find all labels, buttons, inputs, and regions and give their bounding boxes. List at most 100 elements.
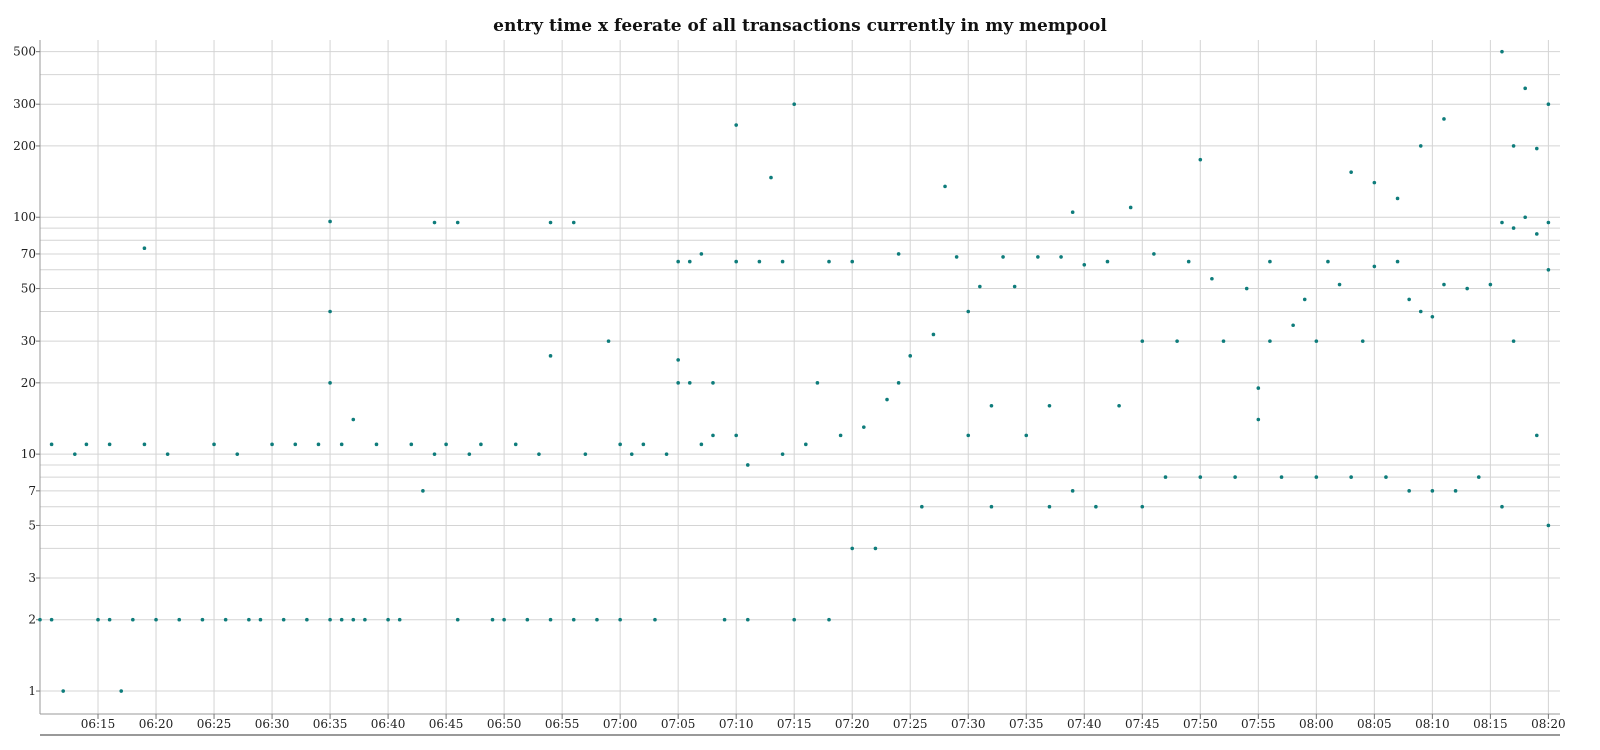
data-point (1476, 475, 1481, 479)
data-point (931, 332, 936, 337)
data-point (38, 617, 42, 622)
data-point (1534, 146, 1539, 151)
y-tick-label: 20 (21, 376, 36, 390)
data-point (1256, 417, 1261, 422)
data-point (537, 452, 541, 456)
tick-labels: 1 2 3 5 7 10 20 30 50 70 100 200 300 500 06:15 06:20 06:… (13, 45, 1566, 731)
data-point (432, 220, 437, 225)
data-point (107, 442, 112, 447)
data-point (1070, 489, 1075, 493)
data-point (119, 689, 124, 693)
data-point (1546, 102, 1551, 107)
data-point (629, 452, 634, 456)
data-point (908, 354, 913, 358)
x-tick-label: 07:50 (1183, 717, 1218, 731)
data-point (1500, 220, 1504, 225)
data-point (1291, 323, 1295, 328)
data-point (989, 403, 994, 408)
data-point (711, 433, 715, 438)
data-point (131, 617, 135, 622)
data-point (1546, 268, 1551, 272)
data-points (38, 49, 1551, 693)
data-point (1210, 276, 1214, 281)
data-point (641, 442, 646, 447)
x-tick-label: 08:15 (1473, 717, 1508, 731)
x-tick-label: 07:40 (1067, 717, 1102, 731)
data-point (1360, 339, 1365, 343)
x-tick-label: 07:20 (835, 717, 870, 731)
data-point (827, 617, 831, 622)
data-point (1094, 504, 1098, 509)
data-point (165, 452, 170, 456)
data-point (455, 220, 460, 225)
axes (36, 40, 1560, 736)
data-point (595, 617, 599, 622)
y-tick-label: 5 (28, 518, 36, 532)
data-point (293, 442, 298, 447)
data-point (1523, 86, 1527, 91)
data-point (885, 397, 889, 402)
data-point (374, 442, 379, 447)
data-point (107, 617, 112, 622)
data-point (722, 617, 727, 622)
x-tick-label: 08:00 (1299, 717, 1334, 731)
y-tick-label: 1 (28, 684, 36, 698)
data-point (247, 617, 251, 622)
data-point (1244, 286, 1249, 291)
x-tick-label: 07:25 (893, 717, 928, 731)
data-point (339, 617, 344, 622)
data-point (1500, 504, 1504, 509)
data-point (769, 175, 773, 180)
data-point (1418, 309, 1423, 314)
data-point (328, 381, 332, 385)
data-point (1523, 215, 1527, 220)
data-point (1082, 262, 1087, 267)
data-point (1268, 259, 1272, 264)
data-point (1407, 489, 1411, 493)
data-point (1024, 433, 1029, 438)
data-point (502, 617, 506, 622)
data-point (1534, 232, 1539, 236)
data-point (1326, 259, 1330, 264)
data-point (850, 259, 855, 264)
y-tick-label: 2 (28, 613, 36, 627)
data-point (745, 463, 750, 467)
data-point (780, 452, 785, 456)
data-point (699, 252, 704, 256)
data-point (792, 617, 796, 622)
x-tick-label: 07:45 (1125, 717, 1160, 731)
data-point (1012, 284, 1017, 289)
data-point (1117, 403, 1121, 408)
data-point (1534, 433, 1539, 438)
data-point (1511, 226, 1516, 230)
data-point (1314, 339, 1319, 343)
data-point (1175, 339, 1179, 343)
data-point (838, 433, 843, 438)
data-point (49, 442, 54, 447)
y-tick-label: 500 (13, 45, 36, 59)
data-point (1152, 252, 1156, 256)
data-point (1302, 297, 1307, 302)
data-point (479, 442, 483, 447)
data-point (606, 339, 611, 343)
data-point (1395, 196, 1400, 201)
data-point (1047, 403, 1052, 408)
data-point (397, 617, 402, 622)
data-point (1407, 297, 1411, 302)
data-point (583, 452, 588, 456)
x-tick-label: 06:25 (197, 717, 232, 731)
data-point (49, 617, 54, 622)
data-point (212, 442, 216, 447)
data-point (154, 617, 158, 622)
data-point (1372, 180, 1377, 185)
data-point (653, 617, 657, 622)
data-point (920, 504, 924, 509)
data-point (142, 246, 147, 251)
data-point (1233, 475, 1237, 479)
data-point (780, 259, 785, 264)
data-point (1500, 49, 1504, 54)
data-point (84, 442, 89, 447)
y-tick-label: 200 (13, 139, 36, 153)
data-point (1268, 339, 1272, 343)
data-point (409, 442, 414, 447)
